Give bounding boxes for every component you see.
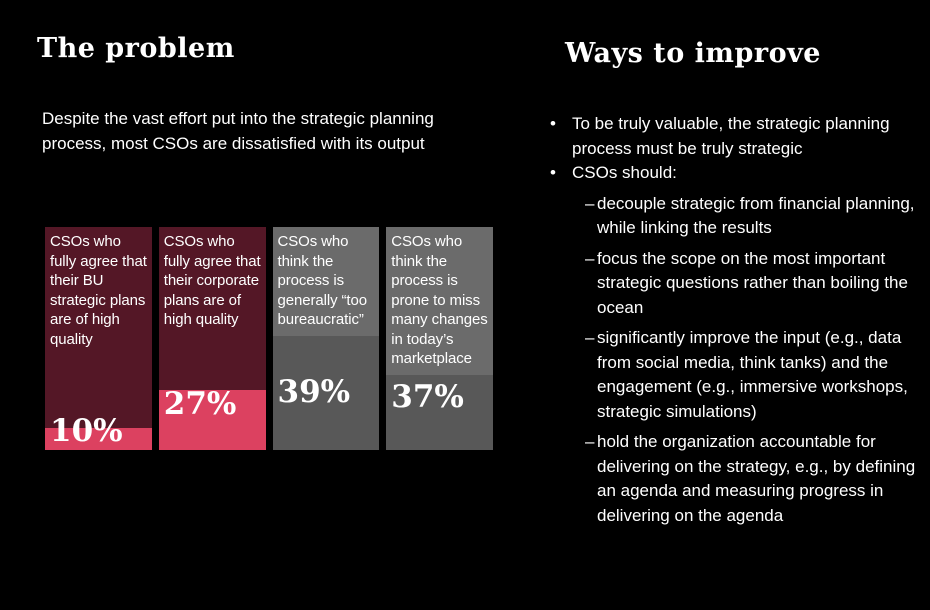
bar-fill xyxy=(272,363,380,450)
bar-fill xyxy=(386,367,493,450)
bullet-item: • To be truly valuable, the strategic pl… xyxy=(550,112,918,161)
bar-value-label: 27% xyxy=(163,386,237,422)
sub-bullet-item: – significantly improve the input (e.g.,… xyxy=(585,326,918,424)
bar-value-label: 39% xyxy=(277,374,351,410)
bullet-text: To be truly valuable, the strategic plan… xyxy=(572,114,890,158)
sub-bullet-text: hold the organization accountable for de… xyxy=(597,432,916,525)
bar-label: CSOs who fully agree that their corporat… xyxy=(159,227,266,336)
bar-chart: CSOs who fully agree that their BU strat… xyxy=(45,227,493,450)
sub-bullet-item: – hold the organization accountable for … xyxy=(585,430,918,528)
bar-fill xyxy=(158,389,266,450)
chart-bar-misses-changes: CSOs who think the process is prone to m… xyxy=(386,227,493,450)
dash-marker: – xyxy=(585,193,595,213)
bullet-text: CSOs should: xyxy=(572,163,677,182)
left-panel-title: The problem xyxy=(37,33,235,64)
chart-bar-too-bureaucratic: CSOs who think the process is generally … xyxy=(272,227,380,450)
right-bullet-list: • To be truly valuable, the strategic pl… xyxy=(550,112,918,528)
dash-marker: – xyxy=(585,328,595,347)
bar-label-text: CSOs who fully agree that their BU strat… xyxy=(50,233,147,348)
bar-label: CSOs who think the process is generally … xyxy=(272,227,380,336)
chart-bar-bu-plans: CSOs who fully agree that their BU strat… xyxy=(45,227,152,450)
bar-label: CSOs who fully agree that their BU strat… xyxy=(45,227,152,355)
chart-bar-corporate-plans: CSOs who fully agree that their corporat… xyxy=(158,227,266,450)
sub-bullet-text: significantly improve the input (e.g., d… xyxy=(597,328,908,421)
sub-bullet-text: decouple strategic from financial planni… xyxy=(597,193,915,238)
bar-label-text: CSOs who fully agree that their corporat… xyxy=(163,233,261,328)
bar-value-label: 37% xyxy=(391,379,464,415)
bullet-item: • CSOs should: xyxy=(550,161,918,186)
bullet-marker: • xyxy=(550,163,556,182)
dash-marker: – xyxy=(585,432,595,451)
bar-label: CSOs who think the process is prone to m… xyxy=(386,227,493,375)
dash-marker: – xyxy=(585,248,595,268)
bar-value-label: 10% xyxy=(50,413,123,449)
right-panel-title: Ways to improve xyxy=(565,38,821,69)
sub-bullet-text: focus the scope on the most important st… xyxy=(597,248,908,317)
bar-label-text: CSOs who think the process is prone to m… xyxy=(391,233,488,367)
bullet-marker: • xyxy=(550,114,556,133)
bar-fill xyxy=(45,427,152,450)
sub-bullet-item: – focus the scope on the most important … xyxy=(585,247,918,321)
left-intro-text: Despite the vast effort put into the str… xyxy=(42,109,434,153)
bar-label-text: CSOs who think the process is generally … xyxy=(277,233,368,328)
sub-bullet-item: – decouple strategic from financial plan… xyxy=(585,192,918,241)
